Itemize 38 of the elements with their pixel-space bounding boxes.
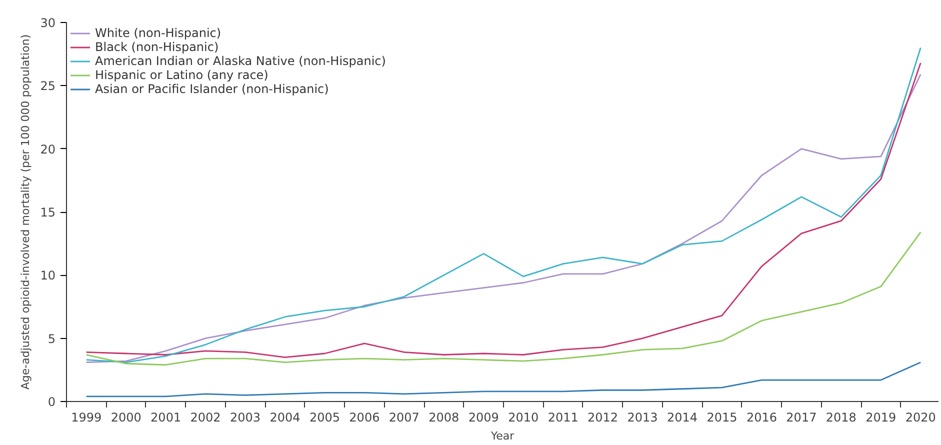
y-tick-label: 15 <box>40 206 56 220</box>
legend-label: Asian or Pacific Islander (non-Hispanic) <box>95 82 329 96</box>
y-tick-label: 20 <box>40 142 56 156</box>
x-tick-label: 2006 <box>349 410 380 424</box>
line-series <box>86 232 922 366</box>
x-tick-label: 2008 <box>428 410 460 424</box>
x-tick-label: 2020 <box>905 410 936 424</box>
x-tick-label: 2017 <box>786 410 817 424</box>
y-tick-label: 30 <box>40 16 56 30</box>
x-tick-label: 2010 <box>508 410 539 424</box>
x-tick-label: 2000 <box>110 410 142 424</box>
x-tick-label: 2018 <box>826 410 856 424</box>
y-tick-label: 5 <box>48 332 56 346</box>
y-tick-label: 10 <box>40 268 56 283</box>
line-series <box>86 362 922 398</box>
x-tick-label: 2015 <box>706 410 738 424</box>
x-tick-label: 2009 <box>468 410 499 424</box>
x-tick-label: 2005 <box>309 410 340 424</box>
x-tick-label: 1999 <box>71 410 102 424</box>
x-tick-label: 2012 <box>588 410 618 424</box>
x-tick-label: 2013 <box>627 410 658 424</box>
y-tick-label: 0 <box>48 395 56 409</box>
x-tick-label: 2004 <box>270 410 300 424</box>
x-tick-label: 2019 <box>866 410 896 424</box>
legend-label: White (non-Hispanic) <box>95 26 222 40</box>
x-axis-title: Year <box>490 430 515 442</box>
x-tick-label: 2016 <box>746 410 777 424</box>
x-tick-label: 2002 <box>190 410 221 424</box>
x-tick-label: 2011 <box>548 410 578 424</box>
x-tick-label: 2014 <box>666 410 698 424</box>
x-tick-label: 2003 <box>230 410 261 424</box>
legend-label: Black (non-Hispanic) <box>95 40 219 54</box>
legend-label: American Indian or Alaska Native (non-Hispanic) <box>95 54 386 68</box>
y-axis-title: Age-adjusted opioid-involved mortality (per 100 000 population) <box>19 34 32 390</box>
y-tick-label: 25 <box>40 79 56 94</box>
x-tick-label: 2007 <box>388 410 420 424</box>
legend-label: Hispanic or Latino (any race) <box>95 68 268 82</box>
x-tick-label: 2001 <box>150 410 182 424</box>
